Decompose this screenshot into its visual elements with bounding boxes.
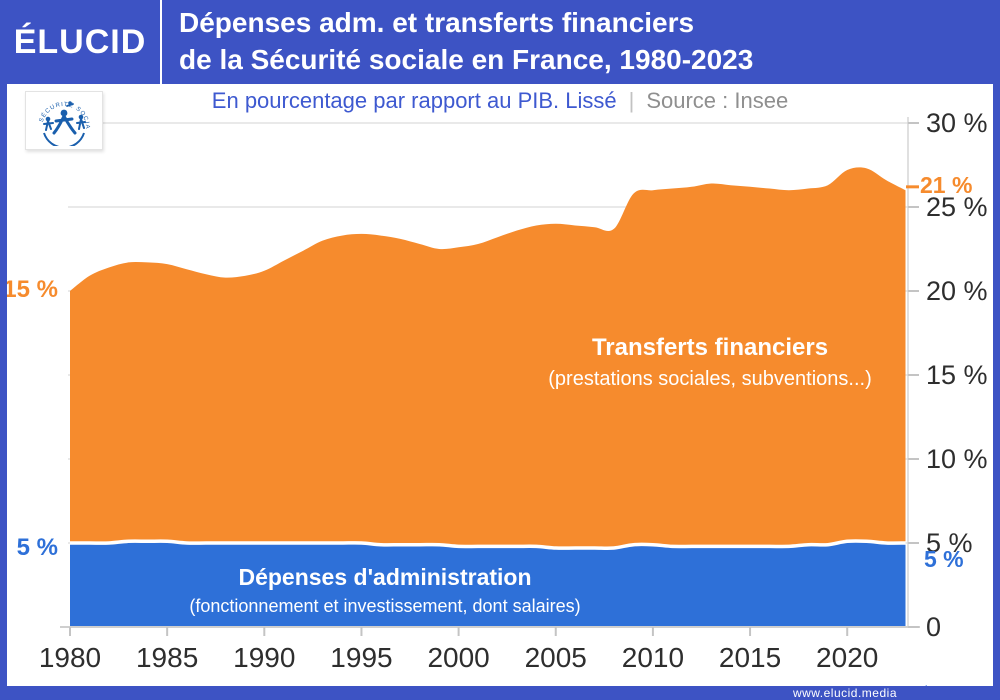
footer: www.elucid.media	[0, 686, 1000, 700]
footer-url-link[interactable]: www.elucid.media	[793, 686, 897, 700]
subtitle: En pourcentage par rapport au PIB. Lissé…	[7, 88, 993, 116]
admin-series-sublabel: (fonctionnement et investissement, dont …	[135, 596, 635, 617]
securite-sociale-logo: SÉCURITÉ SOCIALE	[25, 91, 103, 150]
x-axis-label: 2015	[702, 642, 798, 674]
annotation-transfers-end: 21 %	[920, 172, 972, 199]
admin-series-label: Dépenses d'administration (fonctionnemen…	[135, 564, 635, 617]
left-frame-stripe	[0, 0, 7, 700]
source-label: Source : Insee	[646, 88, 788, 113]
elucid-logo: ÉLUCID	[0, 0, 160, 84]
infographic: ÉLUCID Dépenses adm. et transferts finan…	[0, 0, 1000, 700]
subtitle-separator: |	[629, 88, 635, 113]
securite-sociale-icon: SÉCURITÉ SOCIALE	[30, 95, 98, 146]
admin-series-name: Dépenses d'administration	[135, 564, 635, 591]
x-axis-label: 1980	[22, 642, 118, 674]
header: ÉLUCID Dépenses adm. et transferts finan…	[0, 0, 1000, 84]
x-axis-label: 1985	[119, 642, 215, 674]
title-line-2: de la Sécurité sociale en France, 1980-2…	[179, 41, 753, 78]
x-axis-label: 2000	[411, 642, 507, 674]
transfers-series-label: Transferts financiers (prestations socia…	[460, 334, 960, 391]
y-axis-label: 20 %	[926, 276, 998, 306]
y-axis-label: 0	[926, 612, 998, 642]
annotation-admin-start: 5 %	[0, 534, 58, 562]
annotation-transfers-start: 15 %	[0, 276, 58, 304]
transfers-series-sublabel: (prestations sociales, subventions...)	[460, 368, 960, 391]
y-axis-label: 10 %	[926, 444, 998, 474]
x-axis-label: 2005	[508, 642, 604, 674]
annotation-admin-end: 5 %	[924, 546, 964, 573]
x-axis-label: 2020	[799, 642, 895, 674]
subtitle-description: En pourcentage par rapport au PIB. Lissé	[212, 88, 617, 113]
x-axis-label: 2010	[605, 642, 701, 674]
header-divider	[160, 0, 162, 84]
x-axis-label: 1995	[313, 642, 409, 674]
title-line-1: Dépenses adm. et transferts financiers	[179, 4, 753, 41]
x-axis-label: 1990	[216, 642, 312, 674]
transfers-series-name: Transferts financiers	[460, 334, 960, 362]
page-title: Dépenses adm. et transferts financiers d…	[179, 4, 753, 78]
right-frame-stripe	[993, 0, 1000, 700]
